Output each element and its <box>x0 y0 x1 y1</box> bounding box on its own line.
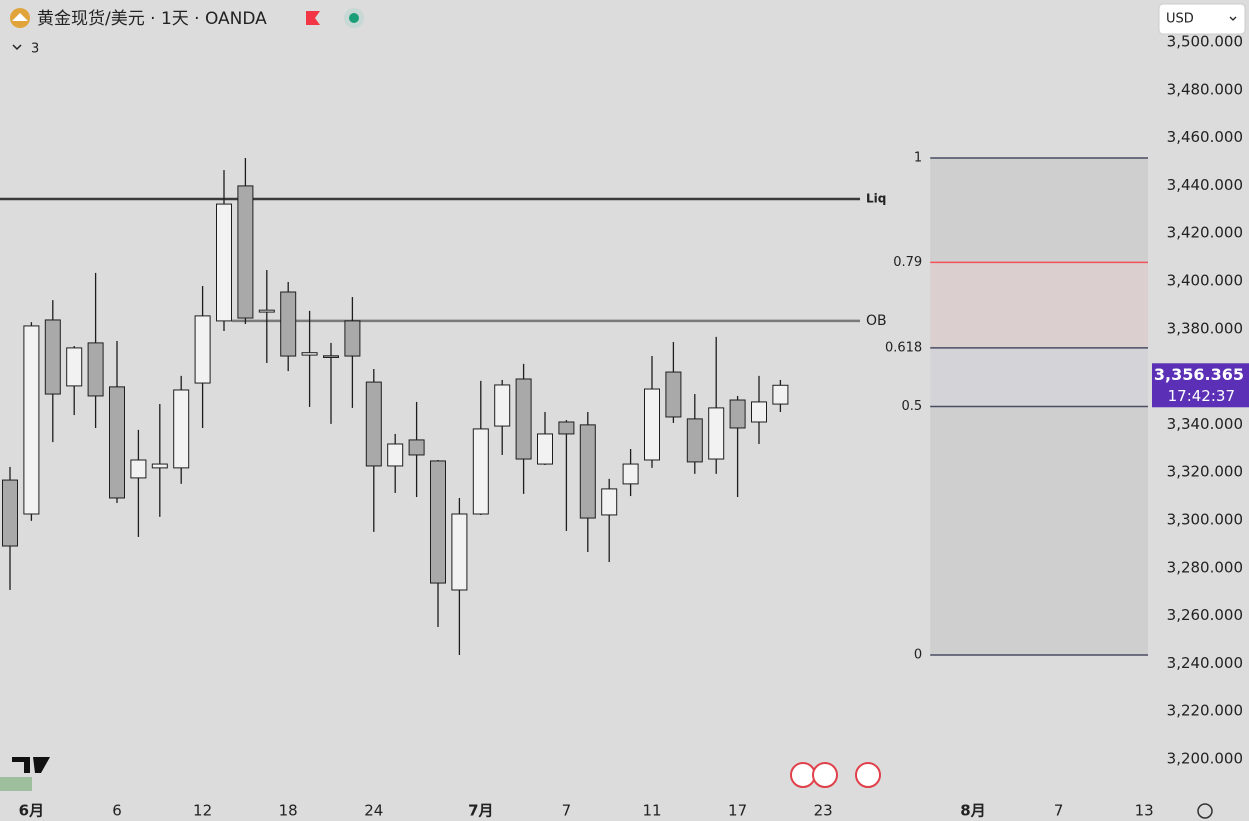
fib-band <box>930 347 1148 407</box>
candle-body <box>772 384 789 405</box>
candle-body <box>751 401 767 423</box>
y-tick-label: 3,320.000 <box>1167 463 1243 481</box>
y-tick-label: 3,240.000 <box>1167 654 1243 672</box>
candle-body <box>344 320 361 357</box>
y-tick-label: 3,300.000 <box>1167 510 1243 528</box>
y-tick-label: 3,480.000 <box>1167 80 1243 98</box>
x-tick-label: 6月 <box>19 802 44 820</box>
candle-body <box>66 347 83 387</box>
fib-level-label: 1 <box>914 150 922 165</box>
fib-level-label: 0 <box>914 647 922 662</box>
candle-body <box>323 355 339 358</box>
fib-level-label: 0.618 <box>885 340 922 355</box>
x-tick-label: 17 <box>728 802 747 820</box>
price-tag-value: 3,356.365 <box>1154 365 1244 384</box>
candle-body <box>258 309 275 313</box>
fib-band <box>930 262 1148 348</box>
candle-body <box>665 371 682 418</box>
x-tick-label: 7月 <box>468 802 493 820</box>
candle-body <box>365 381 382 467</box>
candle-body <box>579 424 596 519</box>
fib-level-label: 0.5 <box>902 399 923 414</box>
candle-body <box>708 407 725 460</box>
candle-body <box>729 399 746 429</box>
flag-icon <box>306 11 320 25</box>
fib-level-label: 0.79 <box>893 255 922 270</box>
candle-body <box>558 421 575 435</box>
settings-icon[interactable] <box>1197 803 1213 819</box>
y-tick-label: 3,420.000 <box>1167 224 1243 242</box>
logo <box>12 757 50 773</box>
select-arrow <box>1229 16 1237 21</box>
y-tick-label: 3,460.000 <box>1167 128 1243 146</box>
x-tick-label: 11 <box>642 802 661 820</box>
x-tick-label: 12 <box>193 802 212 820</box>
x-tick-label: 23 <box>814 802 833 820</box>
event-markers <box>790 762 881 788</box>
candle-body <box>130 459 147 479</box>
price-tag-countdown: 17:42:37 <box>1168 387 1235 405</box>
y-tick-label: 3,440.000 <box>1167 176 1243 194</box>
y-tick-label: 3,500.000 <box>1167 33 1243 51</box>
candle-body <box>173 389 190 469</box>
level-label: OB <box>866 313 887 329</box>
candle-body <box>2 479 18 547</box>
x-tick-label: 24 <box>364 802 383 820</box>
y-tick-label: 3,400.000 <box>1167 272 1243 290</box>
candle-body <box>494 384 511 427</box>
x-tick-label: 7 <box>562 802 572 820</box>
x-tick-label: 6 <box>112 802 122 820</box>
fib-band <box>930 406 1148 655</box>
fib-zone <box>930 157 1148 655</box>
y-tick-label: 3,280.000 <box>1167 558 1243 576</box>
x-tick-label: 7 <box>1054 802 1064 820</box>
candle-body <box>537 433 553 465</box>
x-tick-label: 8月 <box>960 802 985 820</box>
x-tick-label: 18 <box>279 802 298 820</box>
x-tick-label: 13 <box>1135 802 1154 820</box>
candle-body <box>408 439 425 456</box>
indicator-count[interactable]: 3 <box>31 42 39 57</box>
y-tick-label: 3,260.000 <box>1167 606 1243 624</box>
candle-body <box>451 513 468 591</box>
candle-body <box>237 185 254 319</box>
chart-title: 黄金现货/美元 · 1天 · OANDA <box>37 9 267 29</box>
fib-band <box>930 157 1148 263</box>
y-tick-label: 3,380.000 <box>1167 319 1243 337</box>
candle-body <box>430 460 446 584</box>
candle-body <box>109 386 125 499</box>
candle-body <box>387 443 404 467</box>
event-flag[interactable] <box>855 762 881 788</box>
collapse-chevron[interactable] <box>12 44 22 51</box>
candle-body <box>622 463 639 485</box>
currency-label[interactable]: USD <box>1166 12 1194 27</box>
candle-body <box>216 203 232 322</box>
candle-body <box>194 315 211 384</box>
candle-body <box>601 488 618 516</box>
candle-body <box>280 291 297 357</box>
candle-body <box>644 388 660 461</box>
candle-body <box>686 418 703 463</box>
y-tick-label: 3,200.000 <box>1167 749 1243 767</box>
level-label: Liq <box>866 192 886 206</box>
currency-select[interactable] <box>1158 3 1246 35</box>
candle-body <box>515 378 532 460</box>
price-tag <box>1152 363 1249 408</box>
candle-body <box>23 325 40 515</box>
candle-body <box>151 463 168 469</box>
symbol-icon-mark <box>12 13 28 21</box>
candle-body <box>472 428 489 515</box>
candle-body <box>301 352 318 356</box>
candle-body <box>87 342 104 397</box>
candle-body <box>44 319 61 395</box>
status-dot[interactable] <box>349 13 359 23</box>
y-tick-label: 3,220.000 <box>1167 702 1243 720</box>
event-flag[interactable] <box>790 762 816 788</box>
event-flag[interactable] <box>812 762 838 788</box>
y-tick-label: 3,340.000 <box>1167 415 1243 433</box>
volume-stub <box>0 777 32 791</box>
